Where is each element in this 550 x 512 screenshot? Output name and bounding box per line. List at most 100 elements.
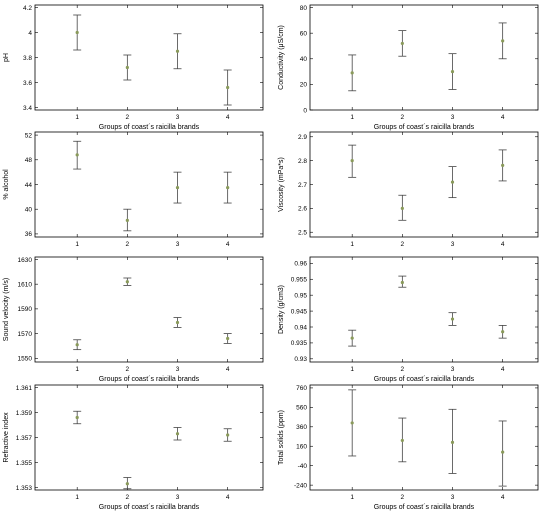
y-tick-label: 2.8 [298, 158, 307, 165]
y-tick-label: 1.359 [16, 410, 33, 417]
mean-point [501, 163, 505, 168]
mean-point [75, 415, 79, 420]
plot-frame [309, 4, 539, 111]
y-tick-label: 1.357 [16, 435, 33, 442]
y-tick-label: 20 [300, 82, 308, 89]
plot-frame [309, 384, 539, 491]
x-tick-label: 2 [401, 241, 405, 248]
x-tick-label: 2 [126, 366, 130, 373]
x-tick-label: 4 [501, 366, 505, 373]
plot-frame [34, 4, 264, 111]
chart-panel-2: 0 20 40 60 80 1 2 3 4 Groups of coast´s raicilla … [278, 4, 539, 131]
x-axis-label: Groups of coast´s raicilla brands [374, 124, 475, 131]
y-tick-label: 760 [296, 385, 307, 392]
mean-point [450, 317, 455, 321]
y-axis-label: Density (g/cm3) [278, 285, 285, 334]
plot-frame [34, 384, 264, 491]
x-tick-label: 3 [451, 114, 455, 121]
y-tick-label: 360 [296, 424, 307, 431]
y-tick-label: 40 [25, 207, 33, 214]
mean-point [400, 280, 404, 285]
x-tick-label: 4 [226, 366, 230, 373]
x-tick-label: 4 [226, 241, 230, 248]
x-axis-label: Groups of coast´s raicilla brands [374, 376, 475, 383]
x-tick-label: 1 [75, 366, 79, 373]
mean-point [175, 320, 180, 325]
y-tick-label: 48 [25, 157, 33, 164]
y-tick-label: 80 [300, 5, 308, 12]
y-tick-label: 2.7 [298, 182, 307, 189]
y-tick-label: 560 [296, 405, 307, 412]
mean-point [226, 185, 230, 190]
x-tick-label: 3 [176, 241, 180, 248]
y-tick-label: -40 [298, 463, 308, 470]
mean-point [450, 440, 455, 444]
y-tick-label: 2.6 [298, 206, 307, 213]
y-tick-label: 3.4 [23, 105, 32, 112]
chart-panel-4: 2.5 2.6 2.7 2.8 2.9 1 2 3 4 Viscosity (mPa*s) [278, 131, 539, 248]
x-tick-label: 2 [401, 494, 405, 501]
chart-panel-8: -240 -40 160 360 560 760 1 2 3 4 Groups of coast´s… [278, 384, 539, 511]
y-tick-label: 0.94 [294, 324, 307, 331]
mean-point [226, 85, 230, 90]
x-tick-label: 3 [451, 494, 455, 501]
x-tick-label: 1 [75, 494, 79, 501]
y-tick-label: 3.8 [23, 55, 32, 62]
mean-point [175, 185, 180, 190]
x-axis-label: Groups of coast´s raicilla brands [99, 124, 200, 131]
mean-point [75, 30, 79, 35]
y-tick-label: 2.5 [298, 230, 307, 237]
mean-point [125, 280, 129, 284]
x-tick-label: 4 [226, 494, 230, 501]
y-tick-label: 2.9 [298, 134, 307, 141]
x-tick-label: 2 [401, 114, 405, 121]
x-tick-label: 4 [501, 241, 505, 248]
y-tick-label: 36 [25, 231, 33, 238]
mean-point [400, 41, 404, 46]
y-tick-label: 0.945 [291, 308, 308, 315]
y-axis-label: Conductivity (μS/cm) [278, 25, 285, 90]
y-tick-label: 40 [300, 56, 308, 63]
mean-point [350, 159, 354, 163]
mean-point [350, 336, 354, 340]
x-tick-label: 3 [451, 366, 455, 373]
x-axis-label: Groups of coast´s raicilla brands [99, 504, 200, 511]
y-tick-label: 4.2 [23, 5, 32, 12]
chart-panel-7: 1.353 1.355 1.357 1.359 1.361 1 2 3 4 Groups of c… [3, 384, 264, 511]
plot-frame [34, 256, 264, 363]
mean-point [75, 343, 79, 347]
x-tick-label: 1 [75, 241, 79, 248]
y-axis-label: Refractive index [3, 412, 10, 463]
x-tick-label: 1 [75, 114, 79, 121]
mean-point [450, 69, 455, 74]
y-tick-label: 1590 [18, 306, 33, 313]
mean-point [450, 180, 455, 184]
x-axis-label: Groups of coast´s raicilla brands [374, 504, 475, 511]
x-tick-label: 1 [350, 114, 354, 121]
x-tick-label: 3 [451, 241, 455, 248]
x-tick-label: 1 [350, 366, 354, 373]
y-tick-label: 44 [25, 182, 33, 189]
mean-point [125, 218, 129, 222]
y-tick-label: 4 [28, 30, 32, 37]
plot-frame [309, 131, 539, 238]
y-axis-label: pH [3, 53, 10, 62]
y-tick-label: 1.361 [16, 385, 33, 392]
x-tick-label: 4 [501, 114, 505, 121]
y-tick-label: 160 [296, 444, 307, 451]
x-tick-label: 2 [401, 366, 405, 373]
mean-point [400, 438, 404, 443]
y-tick-label: 0.955 [291, 277, 308, 284]
x-tick-label: 2 [126, 114, 130, 121]
y-tick-label: 0.95 [294, 292, 307, 299]
mean-point [501, 39, 505, 43]
y-tick-label: 0.935 [291, 340, 308, 347]
chart-panel-1: 3.4 3.6 3.8 4 4.2 1 2 3 4 Groups of coast´s raici… [3, 4, 264, 131]
x-tick-label: 3 [176, 366, 180, 373]
y-axis-label: Viscosity (mPa*s) [278, 157, 285, 212]
mean-point [175, 432, 180, 436]
plot-frame [309, 256, 539, 363]
y-tick-label: 1.353 [16, 485, 33, 492]
mean-point [501, 330, 505, 334]
